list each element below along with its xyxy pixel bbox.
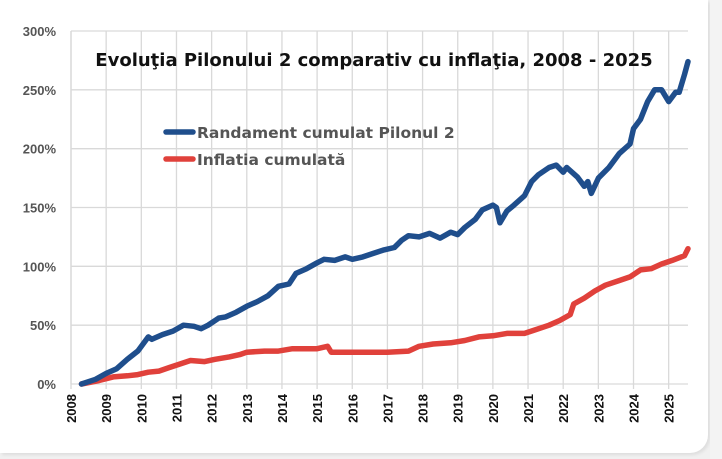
x-tick-label: 2010 <box>134 394 149 423</box>
series-line-pilon2 <box>78 58 691 387</box>
grid-lines <box>70 30 688 389</box>
y-axis-ticks: 0% 50% 100% 150% 200% 250% 300% <box>23 24 57 392</box>
chart-title: Evoluţia Pilonului 2 comparativ cu infla… <box>95 50 652 71</box>
x-tick-label: 2011 <box>169 394 184 422</box>
x-tick-label: 2021 <box>521 394 536 423</box>
y-tick-label: 100% <box>23 259 57 274</box>
x-axis-ticks: 2008 2009 2010 2011 2012 2013 2014 2015 2016 2017… <box>64 393 677 423</box>
x-tick-label: 2025 <box>662 394 677 423</box>
x-tick-label: 2020 <box>486 394 501 423</box>
y-tick-label: 0% <box>37 377 56 392</box>
legend-label-inflation: Inflatia cumulată <box>197 151 345 169</box>
series-lines <box>78 58 691 387</box>
x-tick-label: 2019 <box>451 394 466 423</box>
x-tick-label: 2012 <box>205 394 220 423</box>
x-tick-label: 2018 <box>416 394 431 423</box>
x-tick-label: 2024 <box>627 393 642 423</box>
y-tick-label: 200% <box>23 142 57 157</box>
x-tick-label: 2009 <box>99 394 114 423</box>
x-tick-label: 2015 <box>310 394 325 423</box>
series-line-inflation <box>78 245 691 387</box>
x-tick-label: 2016 <box>345 394 360 423</box>
x-tick-label: 2014 <box>275 393 290 423</box>
x-tick-label: 2017 <box>380 394 395 423</box>
y-tick-label: 250% <box>23 83 57 98</box>
y-tick-label: 300% <box>23 24 57 39</box>
y-tick-label: 150% <box>23 201 57 216</box>
x-tick-label: 2022 <box>556 394 571 423</box>
y-tick-label: 50% <box>30 318 56 333</box>
x-tick-label: 2023 <box>591 394 606 423</box>
legend: Randament cumulat Pilonul 2 Inflatia cum… <box>163 124 455 169</box>
x-tick-label: 2008 <box>64 394 79 423</box>
legend-label-pilon2: Randament cumulat Pilonul 2 <box>197 124 455 142</box>
page-edge <box>710 0 722 459</box>
x-tick-label: 2013 <box>240 394 255 423</box>
